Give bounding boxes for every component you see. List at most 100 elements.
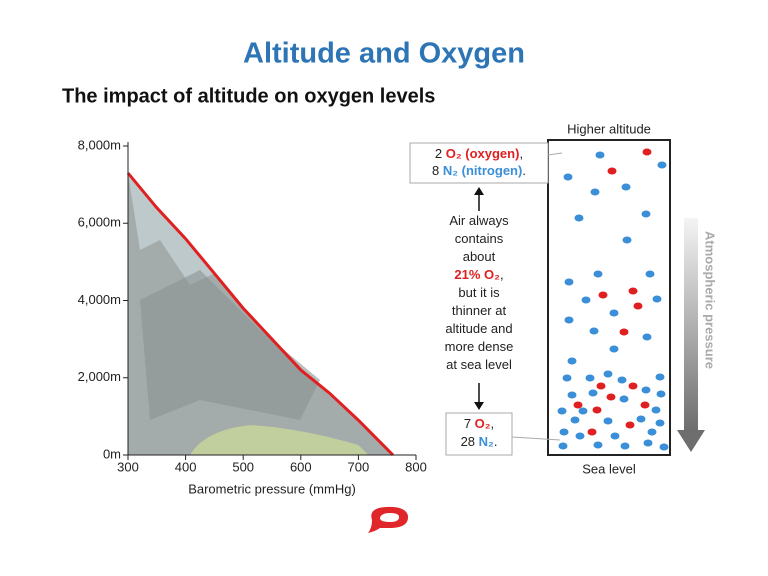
- text-fragment: .: [522, 163, 526, 178]
- nitrogen-molecule: [610, 432, 620, 440]
- oxygen-molecule: [628, 287, 638, 295]
- nitrogen-molecule: [589, 327, 599, 335]
- nitrogen-molecule: [570, 416, 580, 424]
- bottom-label: Sea level: [582, 461, 636, 476]
- oxygen-molecule: [573, 401, 583, 409]
- diagram-text: 2 O₂ (oxygen),: [435, 146, 523, 161]
- nitrogen-molecule: [588, 389, 598, 397]
- diagram-text: thinner at: [452, 303, 507, 318]
- diagram-text: contains: [455, 231, 504, 246]
- nitrogen-molecule: [558, 442, 568, 450]
- oxygen-molecule: [628, 382, 638, 390]
- text-fragment: 7: [464, 416, 475, 431]
- nitrogen-molecule: [585, 374, 595, 382]
- chart: 0m 2,000m 4,000m 6,000m 8,000m 300 400 500 600 70…: [78, 137, 427, 496]
- oxygen-molecule: [633, 302, 643, 310]
- x-axis-title: Barometric pressure (mmHg): [188, 481, 356, 496]
- oxygen-molecule: [587, 428, 597, 436]
- nitrogen-molecule: [645, 270, 655, 278]
- oxygen-molecule: [642, 148, 652, 156]
- logo: [368, 506, 409, 533]
- x-tick-label: 500: [232, 459, 254, 474]
- diagram-text: but it is: [458, 285, 500, 300]
- text-fragment: ,: [500, 267, 504, 282]
- nitrogen-molecule: [655, 373, 665, 381]
- oxygen-molecule: [640, 401, 650, 409]
- nitrogen-molecule: [655, 419, 665, 427]
- text-fragment: 2: [435, 146, 446, 161]
- text-fragment: altitude and: [445, 321, 512, 336]
- x-tick-label: 800: [405, 459, 427, 474]
- text-fragment: 21% O₂: [454, 267, 500, 282]
- nitrogen-molecule: [593, 270, 603, 278]
- nitrogen-molecule: [619, 395, 629, 403]
- top-callout-box: [409, 142, 549, 184]
- nitrogen-molecule: [575, 432, 585, 440]
- nitrogen-molecule: [621, 183, 631, 191]
- text-fragment: thinner at: [452, 303, 507, 318]
- nitrogen-molecule: [563, 173, 573, 181]
- nitrogen-molecule: [578, 407, 588, 415]
- arrow-label: Atmospheric pressure: [703, 231, 718, 369]
- diagram-text: 28 N₂.: [461, 434, 498, 449]
- diagram-text: 21% O₂,: [454, 267, 503, 282]
- text-fragment: about: [463, 249, 496, 264]
- callout-pointer: [547, 152, 563, 156]
- air-column: [547, 139, 671, 456]
- diagram-text: about: [463, 249, 496, 264]
- nitrogen-molecule: [642, 333, 652, 341]
- nitrogen-molecule: [643, 439, 653, 447]
- x-tick-label: 400: [175, 459, 197, 474]
- x-tick-label: 300: [117, 459, 139, 474]
- up-arrow-head: [474, 187, 484, 195]
- text-fragment: N₂ (nitrogen): [443, 163, 522, 178]
- diagram-text: Air always: [449, 213, 509, 228]
- nitrogen-molecule: [567, 357, 577, 365]
- nitrogen-molecule: [593, 441, 603, 449]
- nitrogen-molecule: [590, 188, 600, 196]
- nitrogen-molecule: [581, 296, 591, 304]
- text-fragment: O₂ (oxygen): [446, 146, 520, 161]
- nitrogen-molecule: [559, 428, 569, 436]
- pressure-arrow-head: [677, 430, 705, 452]
- nitrogen-molecule: [562, 374, 572, 382]
- nitrogen-molecule: [651, 406, 661, 414]
- nitrogen-molecule: [609, 345, 619, 353]
- nitrogen-molecule: [656, 390, 666, 398]
- nitrogen-molecule: [617, 376, 627, 384]
- nitrogen-molecule: [647, 428, 657, 436]
- text-fragment: .: [494, 434, 498, 449]
- text-fragment: Air always: [449, 213, 509, 228]
- text-fragment: more dense: [445, 339, 514, 354]
- oxygen-molecule: [596, 382, 606, 390]
- text-fragment: at sea level: [446, 357, 512, 372]
- diagram-texts: 2 O₂ (oxygen), 8 N₂ (nitrogen). Air always…: [432, 146, 526, 449]
- diagram-text: more dense: [445, 339, 514, 354]
- y-tick-label: 4,000m: [78, 292, 121, 307]
- nitrogen-molecule: [595, 151, 605, 159]
- callout-pointer: [511, 436, 561, 441]
- diagram-text: at sea level: [446, 357, 512, 372]
- nitrogen-molecule: [564, 278, 574, 286]
- nitrogen-molecule: [636, 415, 646, 423]
- chart-title: The impact of altitude on oxygen levels: [62, 85, 435, 107]
- nitrogen-molecule: [641, 210, 651, 218]
- text-fragment: N₂: [479, 434, 494, 449]
- nitrogen-molecule: [557, 407, 567, 415]
- bottom-callout-box: [445, 412, 513, 456]
- text-fragment: 8: [432, 163, 443, 178]
- nitrogen-molecule: [659, 443, 669, 451]
- oxygen-molecule: [607, 167, 617, 175]
- nitrogen-molecule: [567, 391, 577, 399]
- oxygen-molecule: [606, 393, 616, 401]
- oxygen-molecule: [592, 406, 602, 414]
- x-tick-label: 600: [290, 459, 312, 474]
- text-fragment: 28: [461, 434, 479, 449]
- nitrogen-molecule: [622, 236, 632, 244]
- text-fragment: but it is: [458, 285, 500, 300]
- line: [126, 172, 395, 457]
- nitrogen-molecule: [603, 417, 613, 425]
- y-tick-label: 8,000m: [78, 137, 121, 152]
- slide-title: Altitude and Oxygen: [243, 38, 525, 70]
